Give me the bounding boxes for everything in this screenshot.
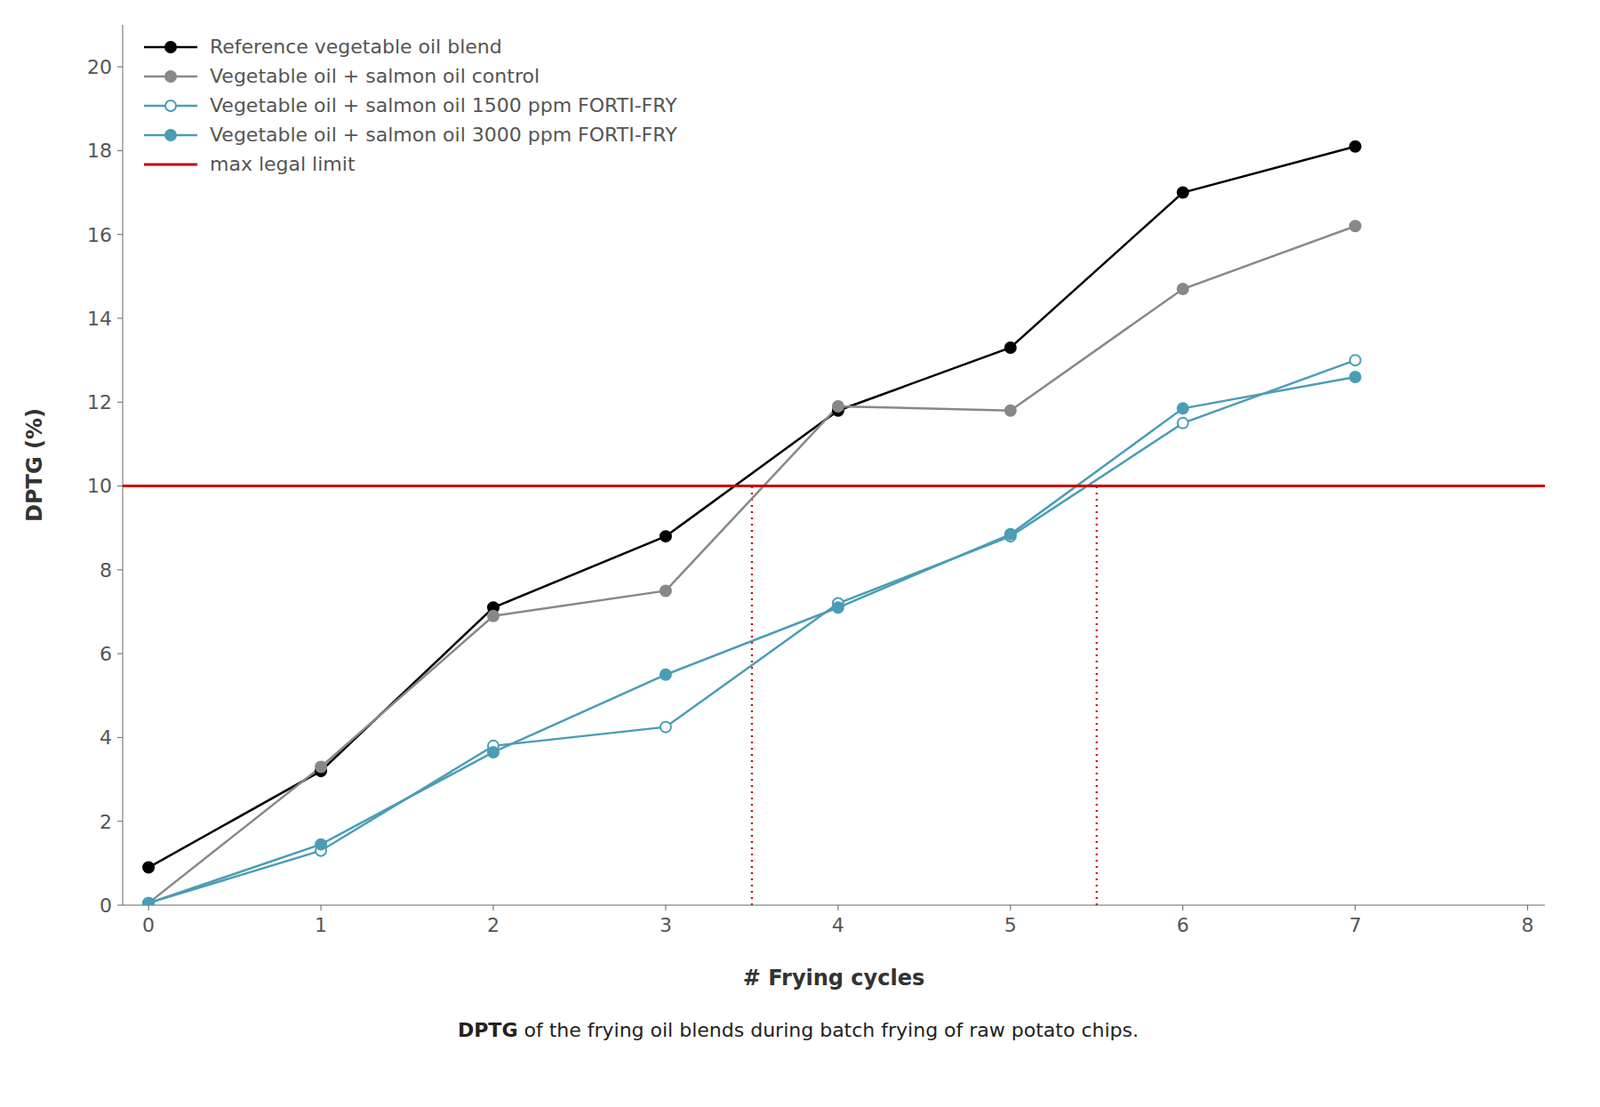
svg-text:12: 12 [87, 391, 112, 414]
html-text:Vegetable oil + salmon oil con: Vegetable oil + salmon oil control [209, 64, 540, 88]
svg-text:2: 2 [99, 810, 112, 833]
svg-text:5: 5 [1004, 913, 1017, 936]
svg-text:0: 0 [99, 894, 112, 917]
html-text:DPTG of the frying oil blends: DPTG of the frying oil blends during bat… [457, 1018, 1139, 1041]
svg-text:8: 8 [99, 559, 112, 582]
svg-text:# Frying cycles: # Frying cycles [743, 965, 926, 991]
html-text:Reference vegetable oil blend: Reference vegetable oil blend [209, 35, 503, 58]
svg-text:20: 20 [87, 56, 112, 79]
html-text:max legal limit: max legal limit [209, 152, 356, 176]
svg-text:6: 6 [99, 642, 112, 665]
svg-text:DPTG (%): DPTG (%) [22, 408, 48, 522]
svg-text:14: 14 [87, 307, 112, 330]
svg-text:18: 18 [87, 139, 112, 162]
html-text:Vegetable oil + salmon oil 150: Vegetable oil + salmon oil 1500 ppm FORT… [209, 94, 677, 117]
html-text:Vegetable oil + salmon oil 300: Vegetable oil + salmon oil 3000 ppm FORT… [209, 123, 677, 146]
svg-text:7: 7 [1349, 913, 1362, 936]
svg-text:0: 0 [142, 913, 155, 936]
svg-text:3: 3 [659, 913, 672, 936]
svg-text:1: 1 [314, 913, 328, 936]
svg-text:10: 10 [87, 474, 112, 497]
svg-text:16: 16 [87, 224, 112, 247]
svg-text:6: 6 [1176, 913, 1190, 936]
svg-text:4: 4 [832, 913, 845, 936]
svg-text:4: 4 [99, 726, 112, 749]
svg-text:8: 8 [1521, 913, 1535, 936]
svg-text:2: 2 [487, 913, 500, 936]
